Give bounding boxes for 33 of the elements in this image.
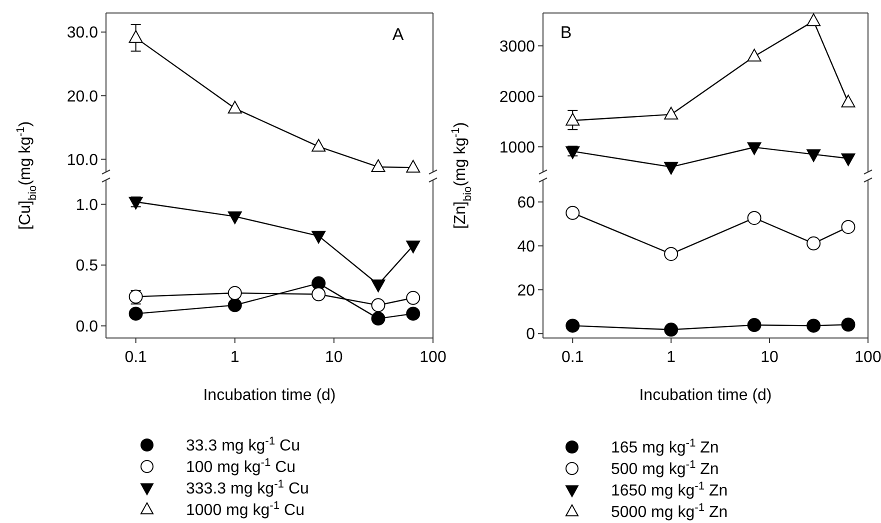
legend-label: 333.3 mg kg$^{-1}$ Cu [186, 478, 309, 498]
legend-label: 1000 mg kg$^{-1}$ Cu [186, 500, 304, 520]
x-tick-label: 0.1 [124, 349, 148, 366]
legend-label: 5000 mg kg$^{-1}$ Zn [611, 502, 728, 522]
y-tick-label: 60 [517, 194, 536, 212]
y-tick-label: 10.0 [66, 152, 98, 169]
x-tick-label: 100 [420, 349, 446, 366]
x-tick-label: 10 [760, 349, 779, 366]
y-tick-label: 20 [517, 282, 536, 300]
y-tick-label: 30.0 [66, 24, 98, 42]
x-tick-label: 1 [666, 349, 676, 366]
legend-label: 500 mg kg$^{-1}$ Zn [611, 459, 719, 478]
y-tick-label: 40 [517, 238, 536, 256]
x-axis-title: Incubation time (d) [203, 387, 336, 404]
legend-label: 33.3 mg kg$^{-1}$ Cu [186, 436, 300, 455]
legend-label: 1650 mg kg$^{-1}$ Zn [611, 480, 728, 500]
x-axis-title: Incubation time (d) [639, 387, 772, 404]
y-tick-label: 20.0 [66, 88, 98, 106]
x-tick-label: 1 [230, 349, 240, 366]
y-tick-label: 2000 [499, 88, 536, 106]
x-tick-label: 10 [325, 349, 343, 366]
y-tick-label: 1000 [499, 139, 536, 156]
legend-label: 165 mg kg$^{-1}$ Zn [611, 438, 719, 457]
y-tick-label: 3000 [499, 38, 536, 56]
x-tick-label: 0.1 [562, 349, 584, 366]
y-tick-label: 0.0 [76, 318, 98, 336]
annotation: B [560, 23, 572, 42]
x-tick-label: 100 [854, 349, 881, 366]
annotation: A [392, 25, 404, 44]
y-tick-label: 1.0 [76, 196, 98, 214]
y-tick-label: 0.5 [76, 258, 98, 275]
y-tick-label: 0 [526, 326, 536, 344]
legend-label: 100 mg kg$^{-1}$ Cu [186, 457, 296, 476]
